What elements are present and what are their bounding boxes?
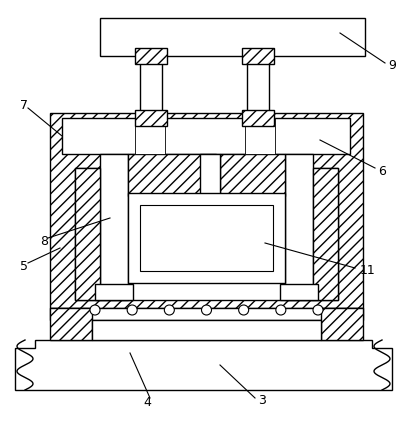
- Bar: [95, 284, 133, 300]
- Bar: [140, 205, 273, 271]
- Text: 8: 8: [40, 234, 48, 247]
- Bar: [242, 110, 274, 126]
- Bar: [242, 48, 274, 64]
- Bar: [50, 308, 92, 340]
- Bar: [100, 154, 128, 300]
- Circle shape: [201, 305, 212, 315]
- Circle shape: [127, 305, 137, 315]
- Bar: [100, 18, 365, 56]
- Circle shape: [164, 305, 174, 315]
- Text: 7: 7: [20, 99, 28, 112]
- Text: 3: 3: [258, 395, 266, 408]
- Bar: [75, 168, 338, 300]
- Bar: [135, 48, 167, 64]
- Bar: [128, 154, 216, 196]
- Text: 5: 5: [20, 259, 28, 272]
- Circle shape: [90, 305, 100, 315]
- Bar: [135, 118, 165, 154]
- Text: 11: 11: [360, 264, 376, 277]
- Polygon shape: [15, 340, 392, 390]
- Bar: [75, 168, 100, 300]
- Bar: [321, 308, 363, 340]
- Bar: [247, 56, 269, 118]
- Circle shape: [313, 305, 323, 315]
- Bar: [200, 154, 220, 196]
- Bar: [140, 56, 162, 118]
- Bar: [50, 113, 363, 308]
- Bar: [128, 193, 285, 283]
- Bar: [280, 284, 318, 300]
- Bar: [92, 320, 321, 340]
- Bar: [135, 110, 167, 126]
- Circle shape: [276, 305, 286, 315]
- Text: 6: 6: [378, 164, 386, 177]
- Text: 4: 4: [143, 396, 151, 409]
- Bar: [285, 154, 313, 300]
- Text: 9: 9: [388, 59, 396, 72]
- Bar: [220, 154, 285, 196]
- Bar: [62, 118, 350, 154]
- Bar: [50, 308, 363, 320]
- Bar: [313, 168, 338, 300]
- Bar: [245, 118, 275, 154]
- Circle shape: [239, 305, 249, 315]
